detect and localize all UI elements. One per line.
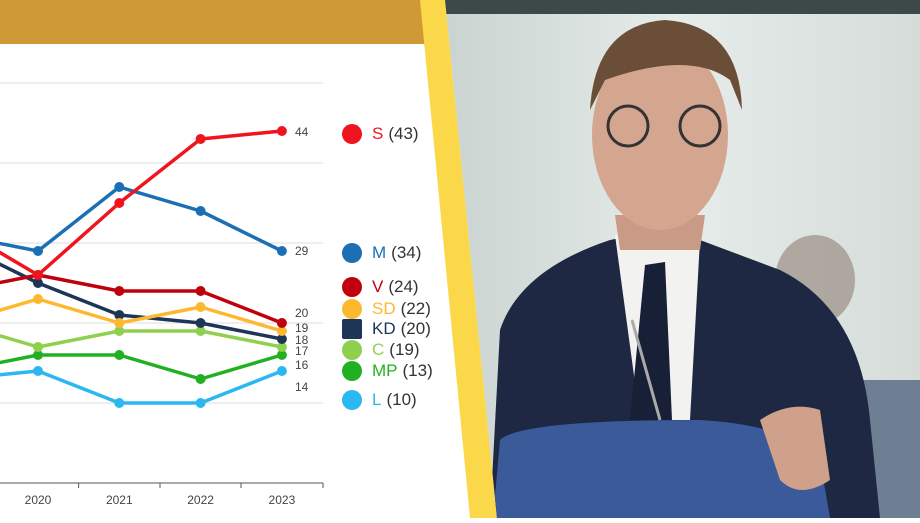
x-tick-label: 2020 [25, 493, 52, 507]
l-logo-icon [342, 390, 362, 410]
data-point-KD [276, 334, 287, 344]
data-point-L [114, 398, 125, 408]
legend-count: (22) [400, 299, 431, 318]
end-value-label-V: 20 [295, 306, 309, 320]
rose-icon [342, 124, 362, 144]
data-point-SD [33, 294, 43, 304]
legend-item-V: V (24) [342, 276, 419, 298]
flower-icon [342, 299, 362, 319]
legend-party: C [372, 340, 385, 359]
legend-count: (34) [391, 243, 422, 262]
x-tick-label: 2021 [106, 493, 133, 507]
series-line-C [0, 329, 283, 349]
data-point-S [195, 134, 206, 144]
data-point-M [276, 246, 287, 256]
data-point-M [33, 246, 43, 256]
legend-count: (19) [389, 340, 420, 359]
end-value-label-L: 14 [295, 380, 309, 394]
legend-party: L [372, 390, 382, 409]
data-point-SD [195, 302, 206, 312]
legend-item-S: S (43) [342, 123, 419, 145]
data-point-S [114, 198, 125, 208]
legend-count: (20) [400, 319, 431, 338]
end-value-label-S: 44 [295, 125, 309, 139]
data-point-SD [276, 326, 287, 336]
data-point-C [33, 342, 43, 352]
legend-count: (13) [402, 361, 433, 380]
data-point-C [114, 326, 125, 336]
legend-party: KD [372, 319, 396, 338]
data-point-KD [33, 278, 43, 288]
data-point-S [276, 126, 287, 136]
legend-count: (43) [388, 124, 419, 143]
end-value-label-MP: 16 [295, 358, 309, 372]
end-value-label-SD: 19 [295, 321, 309, 335]
legend-item-KD: KD (20) [342, 318, 431, 340]
legend-count: (10) [386, 390, 417, 409]
data-point-KD [114, 310, 125, 320]
legend-party: MP [372, 361, 398, 380]
data-point-KD [195, 318, 206, 328]
legend-item-MP: MP (13) [342, 360, 433, 382]
data-point-L [195, 398, 206, 408]
legend-party: S [372, 124, 384, 143]
data-point-SD [114, 318, 125, 328]
data-point-MP [276, 350, 287, 360]
data-point-L [276, 366, 287, 376]
kd-logo-icon [342, 319, 362, 339]
m-logo-icon [342, 243, 362, 263]
data-point-C [276, 342, 287, 352]
x-tick-label: 2023 [269, 493, 296, 507]
data-point-MP [195, 374, 206, 384]
v-heart-icon [342, 277, 362, 297]
data-point-V [114, 286, 125, 296]
legend-party: V [372, 277, 384, 296]
end-value-label-M: 29 [295, 244, 309, 258]
dandelion-icon [342, 361, 362, 381]
data-point-MP [114, 350, 125, 360]
data-point-S [33, 270, 43, 280]
data-point-V [195, 286, 206, 296]
legend-item-SD: SD (22) [342, 298, 431, 320]
end-value-label-KD: 18 [295, 333, 309, 347]
clover-icon [342, 340, 362, 360]
series-line-M [0, 185, 283, 253]
series-line-L [0, 369, 283, 405]
x-tick-label: 2022 [187, 493, 214, 507]
legend-item-C: C (19) [342, 339, 420, 361]
data-point-V [276, 318, 287, 328]
legend-item-M: M (34) [342, 242, 421, 264]
legend-party: SD [372, 299, 396, 318]
legend-count: (24) [388, 277, 419, 296]
data-point-L [33, 366, 43, 376]
series-line-SD [0, 297, 283, 333]
data-point-C [195, 326, 206, 336]
series-line-MP [0, 353, 283, 381]
data-point-M [114, 182, 125, 192]
data-point-MP [33, 350, 43, 360]
legend-party: M [372, 243, 387, 262]
legend-item-L: L (10) [342, 389, 417, 411]
end-value-label-C: 17 [295, 344, 309, 358]
header-banner [0, 0, 430, 44]
data-point-M [195, 206, 206, 216]
